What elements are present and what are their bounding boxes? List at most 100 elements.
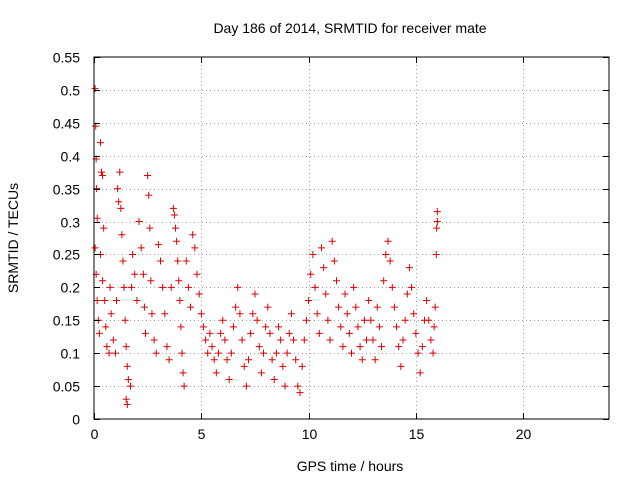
data-point [103, 343, 111, 351]
data-point [175, 277, 183, 285]
data-point [408, 283, 416, 291]
data-point [431, 303, 439, 311]
data-point [174, 257, 182, 265]
data-point [345, 329, 353, 337]
data-point [229, 323, 237, 331]
data-point [298, 362, 306, 370]
data-point [135, 218, 143, 226]
y-tick-label: 0.45 [53, 116, 80, 132]
data-point [393, 323, 401, 331]
data-point [287, 310, 295, 318]
data-point [187, 303, 195, 311]
data-point [107, 310, 115, 318]
data-point [388, 283, 396, 291]
data-point [142, 329, 149, 337]
data-point [253, 316, 261, 324]
data-point [128, 283, 136, 291]
data-point [208, 343, 216, 351]
data-point [99, 171, 107, 179]
y-axis: 0 0.05 0.1 0.15 0.2 0.25 0.3 0.35 0.4 0.45 0.5 0.55 [53, 50, 609, 428]
data-point [157, 257, 165, 265]
data-point [343, 310, 351, 318]
data-point [350, 283, 358, 291]
data-point [122, 343, 130, 351]
data-point [352, 303, 360, 311]
data-point [223, 356, 231, 364]
x-tick-label: 10 [302, 426, 318, 442]
data-point [115, 198, 123, 206]
y-tick-label: 0.55 [53, 50, 80, 66]
data-point [117, 204, 125, 212]
data-point [405, 264, 413, 272]
data-point [191, 244, 199, 252]
data-point [126, 382, 134, 390]
x-axis-title: GPS time / hours [297, 458, 404, 474]
x-tick-label: 5 [198, 426, 206, 442]
data-point [189, 231, 197, 239]
data-point [395, 343, 403, 351]
data-point [219, 316, 227, 324]
data-point [332, 277, 340, 285]
data-point [96, 139, 104, 147]
data-point [178, 349, 186, 357]
data-point [217, 329, 225, 337]
data-point [212, 369, 220, 377]
data-point [302, 316, 310, 324]
data-point [114, 185, 122, 193]
data-series-srmtid [91, 85, 441, 409]
data-point [410, 310, 418, 318]
data-point [180, 382, 188, 390]
data-point [120, 283, 128, 291]
data-point [365, 297, 373, 305]
y-tick-label: 0.5 [61, 83, 81, 99]
data-point [182, 257, 190, 265]
data-point [255, 343, 263, 351]
data-point [433, 218, 441, 226]
data-point [148, 310, 156, 318]
data-point [199, 323, 207, 331]
data-point [170, 211, 178, 219]
data-point [371, 356, 379, 364]
data-point [262, 323, 270, 331]
data-point [177, 323, 185, 331]
data-point [270, 376, 278, 384]
data-point [206, 329, 214, 337]
data-point [360, 316, 368, 324]
data-point [210, 356, 218, 364]
data-point [292, 356, 300, 364]
data-point [98, 168, 106, 176]
data-point [101, 297, 109, 305]
data-point [124, 376, 132, 384]
data-point [390, 303, 398, 311]
data-point [204, 349, 212, 357]
data-point [111, 349, 119, 357]
data-point [423, 297, 431, 305]
data-point [363, 336, 371, 344]
data-point [184, 283, 192, 291]
data-point [266, 329, 274, 337]
data-point [326, 336, 334, 344]
data-point [272, 349, 280, 357]
data-point [307, 270, 315, 278]
data-point [317, 244, 325, 252]
x-tick-label: 20 [516, 426, 532, 442]
data-point [300, 336, 308, 344]
data-point [264, 303, 272, 311]
data-point [382, 250, 390, 258]
data-point [260, 349, 268, 357]
data-point [119, 257, 127, 265]
data-point [232, 303, 240, 311]
data-point [386, 257, 394, 265]
data-point [432, 250, 440, 258]
data-point [251, 290, 259, 298]
data-point [102, 323, 110, 331]
data-point [169, 204, 177, 212]
data-point [202, 336, 210, 344]
data-point [159, 283, 167, 291]
data-point [380, 277, 388, 285]
plot-frame [93, 56, 610, 420]
chart-title: Day 186 of 2014, SRMTID for receiver mat… [213, 20, 486, 36]
data-point [433, 224, 441, 232]
data-point [294, 382, 302, 390]
data-point [247, 329, 255, 337]
